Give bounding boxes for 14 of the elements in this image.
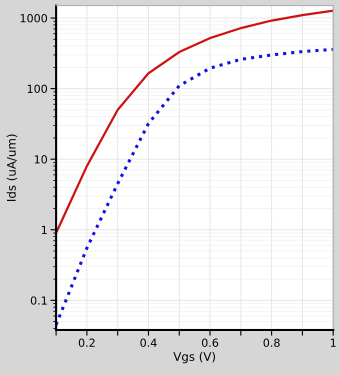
x-tick-label: 0.4 [140,338,157,347]
y-tick-label: 100 [28,84,48,94]
y-tick-label: 1 [42,226,47,234]
x-tick-label: 0.6 [202,338,218,347]
line-series [56,10,334,234]
x-tick-label: 1 [330,338,336,347]
y-tick-label: 10 [34,155,48,164]
y-tick-label: 1000 [20,14,48,22]
line-series [56,48,334,326]
y-axis-title: Ids (uA/um) [6,134,18,201]
y-tick-label: 0.1 [30,296,47,305]
x-tick-label: 0.2 [78,338,95,347]
x-tick-label: 0.8 [264,338,280,347]
x-axis-title: Vgs (V) [173,352,216,364]
